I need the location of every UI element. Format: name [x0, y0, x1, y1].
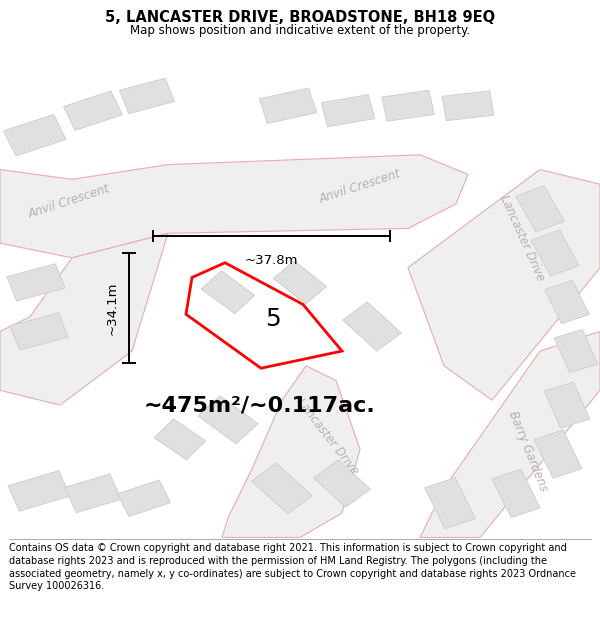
Polygon shape [343, 302, 401, 351]
Polygon shape [154, 419, 206, 460]
Polygon shape [408, 169, 600, 400]
Polygon shape [251, 463, 313, 514]
Text: Anvil Crescent: Anvil Crescent [26, 182, 112, 221]
Polygon shape [314, 460, 370, 507]
Polygon shape [222, 366, 360, 538]
Polygon shape [7, 264, 65, 301]
Text: ~475m²/~0.117ac.: ~475m²/~0.117ac. [144, 395, 376, 415]
Text: 5, LANCASTER DRIVE, BROADSTONE, BH18 9EQ: 5, LANCASTER DRIVE, BROADSTONE, BH18 9EQ [105, 10, 495, 25]
Polygon shape [119, 78, 175, 114]
Text: ~34.1m: ~34.1m [105, 281, 118, 335]
Polygon shape [545, 281, 589, 324]
Text: Contains OS data © Crown copyright and database right 2021. This information is : Contains OS data © Crown copyright and d… [9, 543, 576, 591]
Polygon shape [198, 396, 258, 444]
Text: Anvil Crescent: Anvil Crescent [317, 168, 403, 206]
Text: 5: 5 [265, 307, 281, 331]
Polygon shape [118, 480, 170, 516]
Polygon shape [492, 469, 540, 518]
Polygon shape [0, 155, 468, 258]
Polygon shape [531, 230, 579, 276]
Text: ~37.8m: ~37.8m [245, 254, 298, 268]
Polygon shape [259, 88, 317, 124]
Polygon shape [382, 90, 434, 121]
Polygon shape [544, 382, 590, 428]
Polygon shape [8, 471, 70, 511]
Text: Lancaster Drive: Lancaster Drive [293, 396, 361, 478]
Polygon shape [425, 478, 475, 529]
Polygon shape [10, 313, 68, 350]
Polygon shape [64, 91, 122, 130]
Polygon shape [201, 271, 255, 314]
Polygon shape [322, 94, 374, 127]
Text: Lancaster Drive: Lancaster Drive [497, 193, 547, 283]
Polygon shape [65, 474, 121, 512]
Polygon shape [516, 186, 564, 232]
Polygon shape [554, 329, 598, 372]
Polygon shape [534, 430, 582, 478]
Text: Barry Gardens: Barry Gardens [506, 409, 550, 494]
Polygon shape [442, 91, 494, 121]
Polygon shape [274, 261, 326, 304]
Text: Map shows position and indicative extent of the property.: Map shows position and indicative extent… [130, 24, 470, 36]
Polygon shape [4, 114, 66, 156]
Polygon shape [0, 233, 168, 405]
Polygon shape [420, 331, 600, 538]
